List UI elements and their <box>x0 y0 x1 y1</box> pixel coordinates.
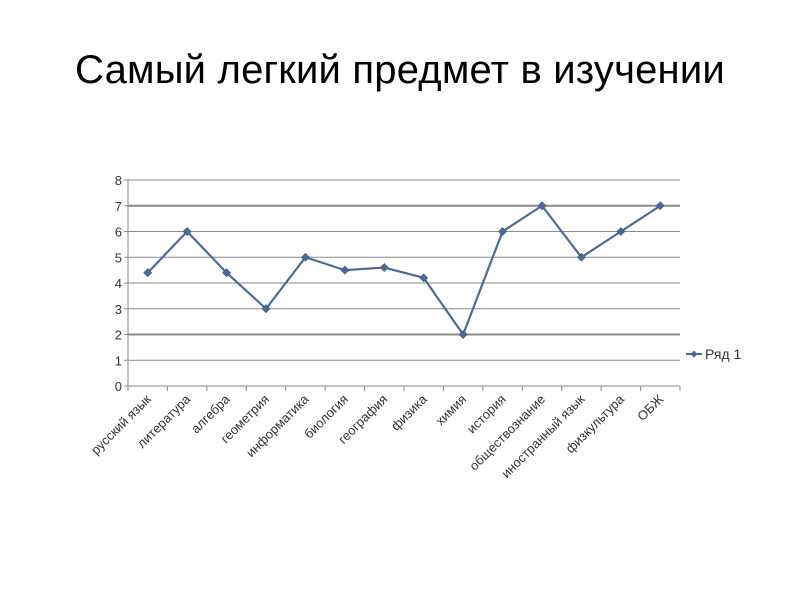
data-point-marker <box>577 252 586 262</box>
data-point-marker <box>340 265 350 275</box>
axes <box>124 179 681 391</box>
data-point-marker <box>301 252 310 262</box>
legend-marker-swatch <box>690 350 698 358</box>
y-tick-label-8: 8 <box>115 173 122 188</box>
legend: Ряд 1 <box>686 346 742 362</box>
y-tick-label-4: 4 <box>115 276 122 291</box>
data-point-marker <box>143 268 153 278</box>
slide-title: Самый легкий предмет в изучении <box>75 48 725 92</box>
y-tick-label-1: 1 <box>115 353 122 368</box>
y-tick-label-2: 2 <box>115 328 122 343</box>
category-label: химия <box>432 392 469 429</box>
data-point-marker <box>498 227 507 236</box>
category-label: ОБЖ <box>634 392 666 424</box>
series-line-1 <box>146 204 661 336</box>
y-tick-label-7: 7 <box>115 199 122 214</box>
data-point-marker <box>261 304 271 314</box>
y-axis-tick-labels: 0 1 2 3 4 5 6 7 8 <box>115 173 122 394</box>
y-tick-label-6: 6 <box>115 225 122 240</box>
y-tick-label-3: 3 <box>115 302 122 317</box>
data-point-marker <box>419 273 429 283</box>
data-point-marker <box>616 227 626 236</box>
data-point-marker <box>379 263 389 272</box>
data-point-marker <box>458 330 468 339</box>
series-layer <box>143 201 665 339</box>
data-point-marker <box>537 201 547 211</box>
y-tick-label-5: 5 <box>115 250 122 265</box>
legend-label: Ряд 1 <box>705 346 742 362</box>
data-point-marker <box>655 201 665 211</box>
data-point-marker <box>182 227 192 236</box>
x-axis-category-labels: русский языклитератураалгебрагеометрияин… <box>88 391 667 481</box>
grid-lines <box>128 179 680 361</box>
category-label: физика <box>388 391 431 434</box>
y-tick-label-0: 0 <box>115 379 122 394</box>
data-point-marker <box>222 268 231 278</box>
